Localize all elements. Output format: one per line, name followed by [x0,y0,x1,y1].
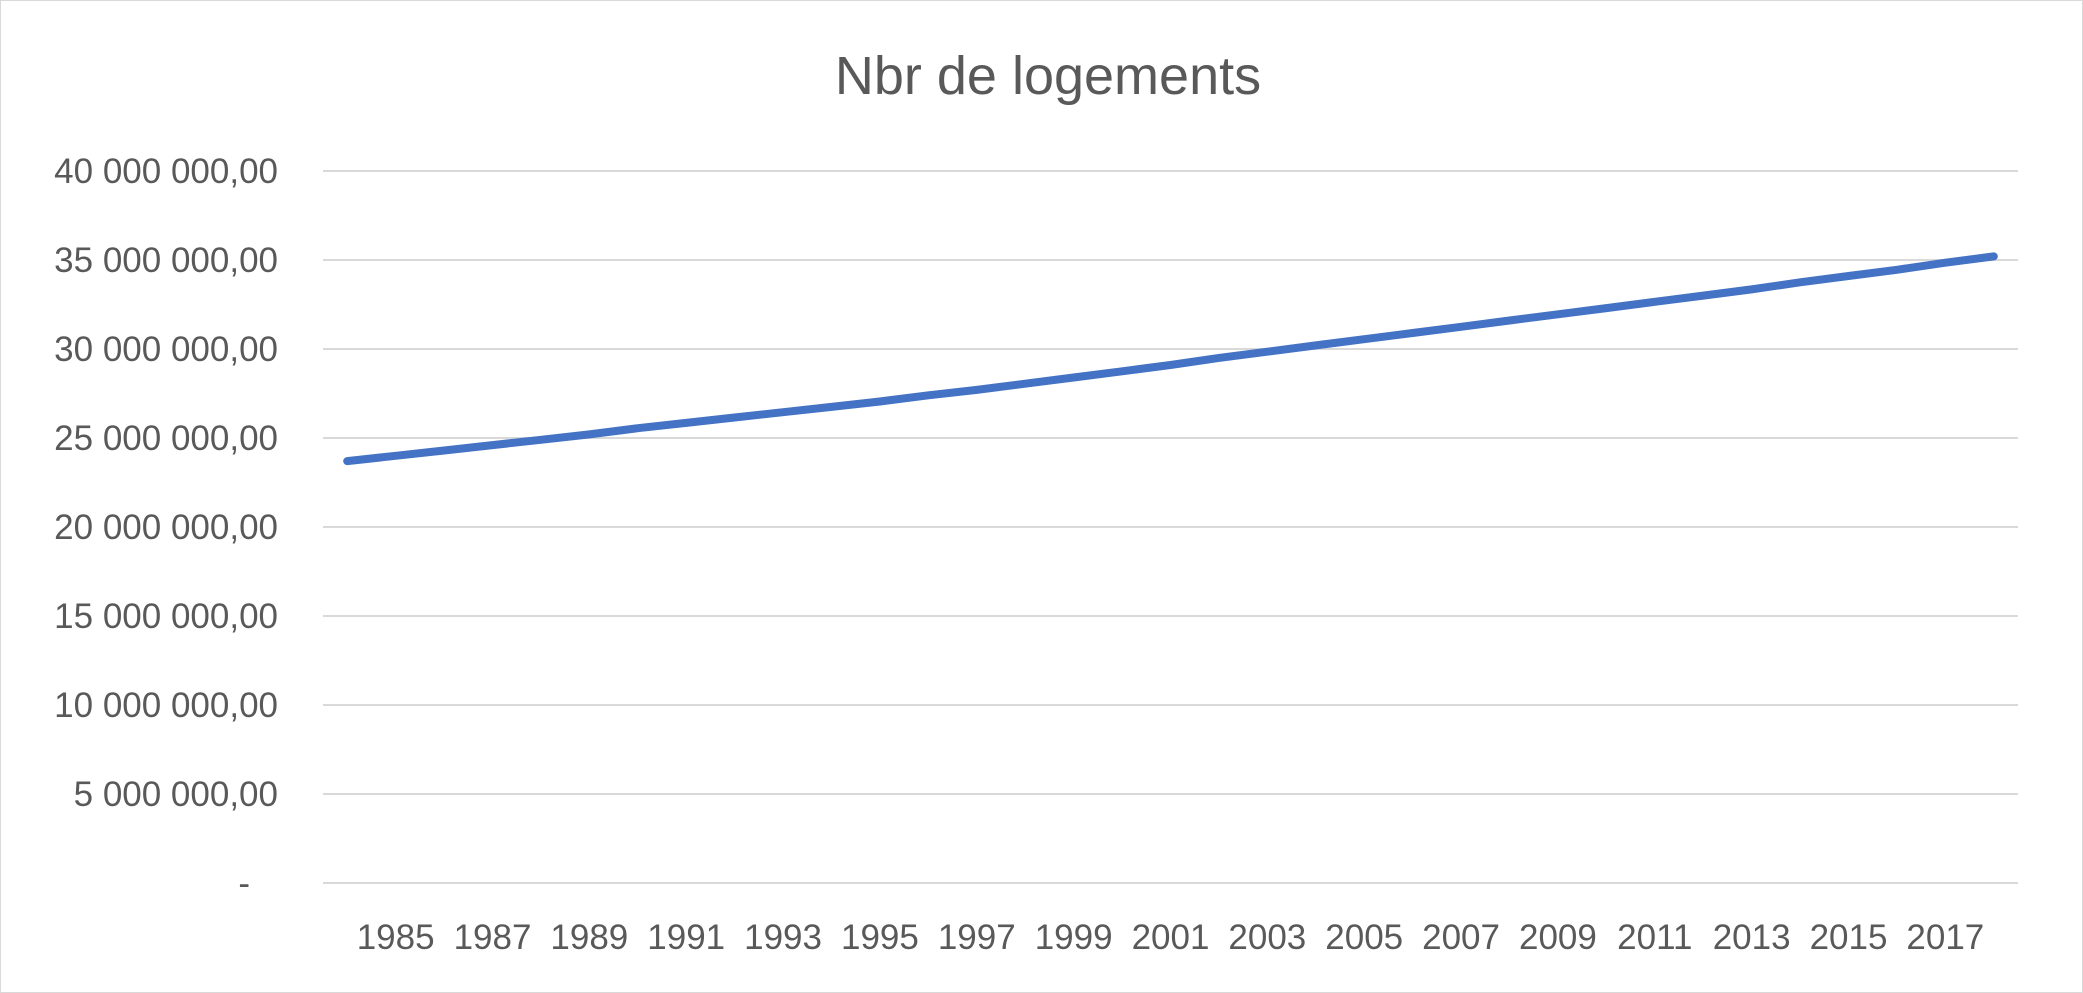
y-tick-label: 35 000 000,00 [54,241,278,280]
x-tick-label: 2003 [1228,918,1306,957]
series-layer [343,252,1998,466]
y-tick-label: 5 000 000,00 [74,775,278,814]
chart-title: Nbr de logements [835,46,1261,106]
y-tick-label: 20 000 000,00 [54,508,278,547]
x-tick-label: 2009 [1519,918,1597,957]
x-tick-label: 1997 [938,918,1016,957]
y-tick-label: 10 000 000,00 [54,686,278,725]
x-tick-label: 1993 [744,918,822,957]
x-tick-label: 2011 [1617,918,1692,957]
x-tick-label: 1989 [550,918,628,957]
y-tick-label: 25 000 000,00 [54,419,278,458]
x-axis-tick-labels: 1985 1987 1989 1991 1993 1995 1997 1999 2001 2003… [357,918,1985,957]
y-tick-label: - [238,864,250,903]
y-tick-label: 40 000 000,00 [54,152,278,191]
x-tick-label: 2013 [1713,918,1791,957]
y-tick-label: 30 000 000,00 [54,330,278,369]
x-tick-label: 1987 [454,918,532,957]
x-tick-label: 2007 [1422,918,1500,957]
x-tick-label: 1991 [647,918,725,957]
x-tick-label: 1995 [841,918,919,957]
x-tick-label: 2005 [1325,918,1403,957]
x-tick-label: 1985 [357,918,435,957]
x-tick-label: 2017 [1906,918,1984,957]
x-tick-label: 2001 [1132,918,1210,957]
x-tick-label: 2015 [1810,918,1888,957]
y-tick-label: 15 000 000,00 [54,597,278,636]
x-tick-label: 1999 [1035,918,1113,957]
gridlines [323,170,2018,884]
series-line [343,252,1998,466]
y-axis-tick-labels: - 5 000 000,00 10 000 000,00 15 000 000,00 2… [54,152,278,903]
